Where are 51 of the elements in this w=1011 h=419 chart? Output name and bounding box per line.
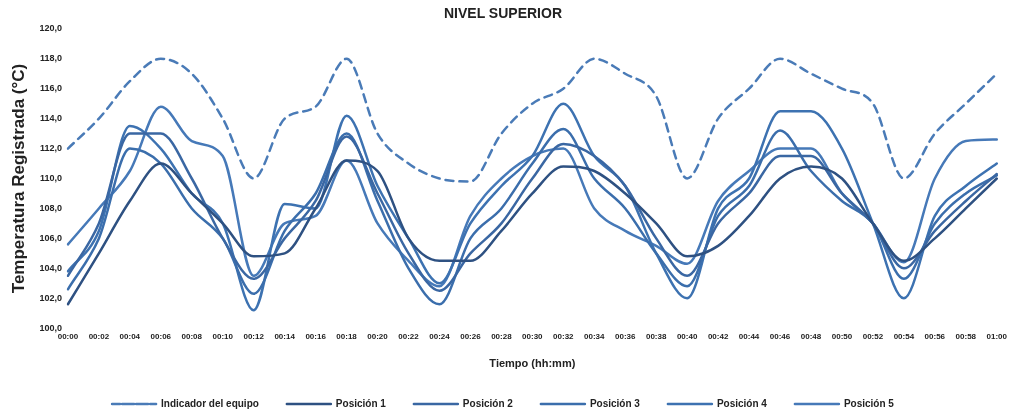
x-tick-label: 00:50: [831, 332, 853, 342]
x-tick-label: 00:58: [955, 332, 977, 342]
y-tick-label: 100,0: [39, 322, 62, 333]
x-tick-label: 01:00: [986, 332, 1008, 342]
x-tick-label: 00:06: [150, 332, 172, 342]
x-tick-label: 00:52: [862, 332, 884, 342]
x-tick-label: 00:34: [584, 332, 606, 342]
x-tick-label: 00:24: [429, 332, 451, 342]
y-tick-label: 112,0: [39, 143, 62, 154]
x-tick-label: 00:16: [305, 332, 327, 342]
y-tick-label: 106,0: [39, 232, 62, 243]
chart-title: NIVEL SUPERIOR: [444, 5, 562, 22]
x-tick-label: 00:04: [119, 332, 141, 342]
x-tick-label: 00:26: [460, 332, 482, 342]
x-tick-label: 00:46: [769, 332, 791, 342]
legend-label: Posición 3: [589, 397, 641, 409]
x-tick-label: 00:00: [57, 332, 79, 342]
x-tick-label: 00:42: [707, 332, 729, 342]
x-axis-title: Tiempo (hh:mm): [489, 357, 576, 370]
legend-label: Posición 5: [843, 397, 895, 409]
x-tick-label: 00:28: [491, 332, 513, 342]
y-tick-label: 120,0: [39, 23, 62, 34]
x-tick-label: 00:22: [398, 332, 420, 342]
y-tick-label: 116,0: [39, 83, 62, 94]
x-tick-label: 00:48: [800, 332, 822, 342]
y-tick-label: 108,0: [39, 202, 62, 213]
y-axis-title: Temperatura Registrada (°C): [8, 63, 28, 294]
legend-label: Posición 4: [716, 397, 768, 409]
x-tick-label: 00:10: [212, 332, 234, 342]
x-tick-label: 00:32: [553, 332, 575, 342]
x-tick-label: 00:20: [367, 332, 389, 342]
x-tick-label: 00:36: [615, 332, 637, 342]
legend-label: Posición 1: [335, 397, 387, 409]
y-tick-label: 114,0: [39, 113, 62, 124]
y-tick-label: 102,0: [39, 292, 62, 303]
x-tick-label: 00:38: [645, 332, 667, 342]
x-tick-label: 00:08: [181, 332, 203, 342]
x-tick-label: 00:54: [893, 332, 915, 342]
x-tick-label: 00:02: [88, 332, 110, 342]
y-tick-label: 118,0: [39, 53, 62, 64]
y-tick-label: 110,0: [39, 172, 62, 183]
legend-label: Indicador del equipo: [161, 397, 259, 409]
x-tick-label: 00:12: [243, 332, 265, 342]
x-tick-label: 00:56: [924, 332, 946, 342]
x-tick-label: 00:44: [738, 332, 760, 342]
x-tick-label: 00:14: [274, 332, 296, 342]
x-tick-label: 00:18: [336, 332, 358, 342]
x-tick-label: 00:40: [676, 332, 698, 342]
y-tick-label: 104,0: [39, 262, 62, 273]
x-tick-label: 00:30: [522, 332, 544, 342]
legend-label: Posición 2: [462, 397, 514, 409]
